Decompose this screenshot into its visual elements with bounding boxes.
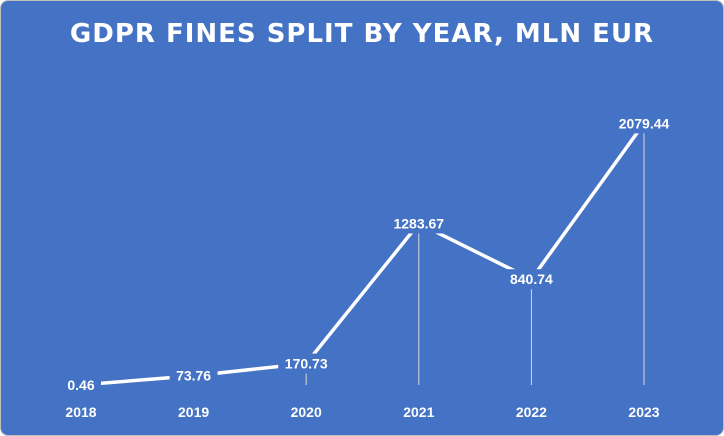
- data-label: 170.73: [285, 356, 328, 372]
- data-label: 840.74: [510, 271, 553, 287]
- x-tick-label: 2022: [516, 404, 547, 420]
- x-tick-label: 2023: [628, 404, 659, 420]
- data-label: 0.46: [67, 377, 94, 393]
- chart-title: GDPR FINES SPLIT BY YEAR, MLN EUR: [69, 19, 655, 49]
- data-label: 2079.44: [619, 115, 670, 131]
- data-label-background: [61, 374, 101, 395]
- x-tick-label: 2018: [65, 404, 96, 420]
- x-tick-label: 2020: [291, 404, 322, 420]
- data-label: 1283.67: [393, 215, 444, 231]
- data-label-background: [503, 269, 560, 290]
- data-label-background: [612, 113, 676, 134]
- data-label-background: [386, 213, 451, 234]
- x-tick-label: 2019: [178, 404, 209, 420]
- x-tick-label: 2021: [403, 404, 434, 420]
- data-label-background: [169, 365, 218, 386]
- data-label: 73.76: [176, 368, 211, 384]
- data-label-background: [278, 353, 335, 374]
